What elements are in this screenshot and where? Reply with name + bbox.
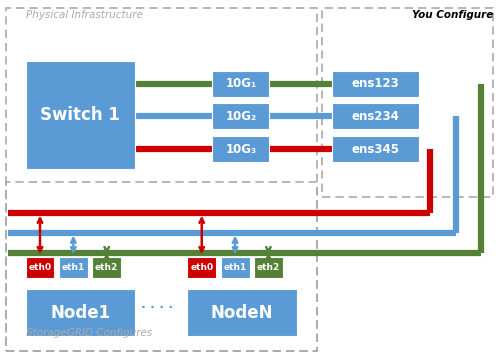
- Text: You Configure: You Configure: [412, 10, 494, 20]
- Text: ens345: ens345: [351, 142, 399, 155]
- Text: 10G₃: 10G₃: [225, 142, 256, 155]
- FancyBboxPatch shape: [254, 257, 283, 278]
- Text: eth0: eth0: [28, 263, 51, 272]
- Text: StorageGRID Configures: StorageGRID Configures: [25, 328, 152, 339]
- FancyBboxPatch shape: [332, 103, 419, 130]
- Text: ens123: ens123: [351, 77, 399, 90]
- Text: · · · ·: · · · ·: [141, 301, 174, 314]
- FancyBboxPatch shape: [187, 257, 216, 278]
- FancyBboxPatch shape: [25, 257, 54, 278]
- Text: Switch 1: Switch 1: [40, 106, 120, 124]
- Text: NodeN: NodeN: [211, 304, 273, 321]
- Text: ens234: ens234: [351, 110, 399, 123]
- FancyBboxPatch shape: [332, 136, 419, 162]
- FancyBboxPatch shape: [221, 257, 250, 278]
- Text: eth0: eth0: [190, 263, 213, 272]
- FancyBboxPatch shape: [212, 103, 269, 130]
- FancyBboxPatch shape: [59, 257, 88, 278]
- Text: 10G₁: 10G₁: [225, 77, 256, 90]
- Text: eth2: eth2: [257, 263, 280, 272]
- FancyBboxPatch shape: [25, 60, 135, 169]
- FancyBboxPatch shape: [25, 289, 135, 336]
- Text: 10G₂: 10G₂: [225, 110, 256, 123]
- Text: Node1: Node1: [50, 304, 110, 321]
- FancyBboxPatch shape: [212, 71, 269, 97]
- FancyBboxPatch shape: [92, 257, 121, 278]
- Text: eth1: eth1: [62, 263, 85, 272]
- FancyBboxPatch shape: [212, 136, 269, 162]
- Text: eth2: eth2: [95, 263, 118, 272]
- FancyBboxPatch shape: [187, 289, 297, 336]
- Text: eth1: eth1: [224, 263, 247, 272]
- FancyBboxPatch shape: [332, 71, 419, 97]
- Text: Physical Infrastructure: Physical Infrastructure: [25, 10, 142, 20]
